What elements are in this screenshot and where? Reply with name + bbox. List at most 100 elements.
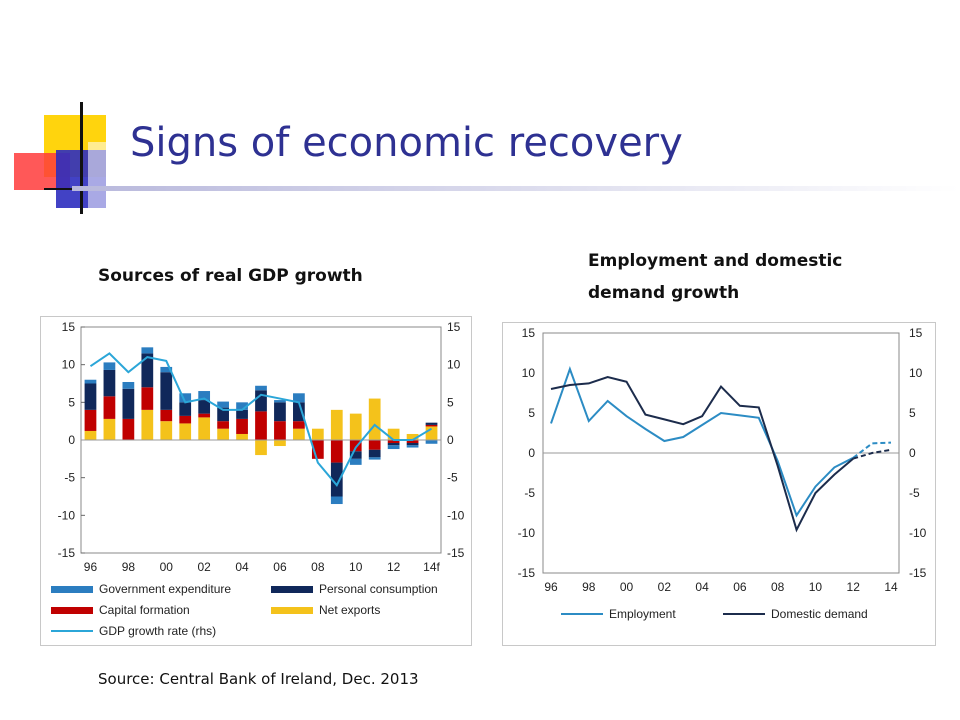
- y-tick-label-right: 5: [909, 406, 916, 420]
- bar-capital: [84, 409, 97, 431]
- y-tick-label-left: -5: [524, 486, 535, 500]
- domestic-demand-forecast-line: [852, 448, 892, 460]
- y-tick-label-left: 10: [522, 366, 536, 380]
- y-tick-label-left: 5: [68, 395, 75, 409]
- y-tick-label-right: -15: [447, 546, 465, 560]
- bar-personal: [198, 400, 211, 414]
- x-tick-label: 14: [884, 580, 898, 594]
- left-chart-title: Sources of real GDP growth: [98, 266, 363, 286]
- bar-net-exports: [311, 428, 324, 440]
- bar-personal: [103, 369, 116, 397]
- bar-government: [387, 445, 400, 450]
- bar-government: [84, 379, 97, 384]
- bar-personal: [293, 402, 305, 422]
- y-tick-label-right: 15: [447, 320, 461, 334]
- x-tick-label: 98: [582, 580, 596, 594]
- bar-net-exports: [179, 423, 192, 440]
- legend-label: Employment: [609, 607, 676, 621]
- legend-swatch: [271, 607, 313, 614]
- bar-personal: [274, 402, 286, 422]
- legend-label: Net exports: [319, 603, 380, 617]
- x-tick-label: 96: [544, 580, 558, 594]
- y-tick-label-right: -15: [909, 566, 927, 580]
- bar-personal: [141, 353, 154, 388]
- y-tick-label-right: 0: [909, 446, 916, 460]
- bar-capital: [217, 421, 229, 429]
- bar-net-exports: [217, 428, 229, 440]
- bar-capital: [425, 424, 438, 427]
- y-tick-label-right: -5: [909, 486, 920, 500]
- bar-government: [349, 458, 362, 465]
- y-tick-label-left: 15: [522, 326, 536, 340]
- gdp-sources-chart-panel: 15 10 5 0 -5 -10 -15 15 10 5 0 -5 -10 -15 96 98 00 02 04 06…: [40, 316, 472, 646]
- x-tick-label: 00: [160, 560, 174, 574]
- x-tick-label: 02: [197, 560, 211, 574]
- bar-government: [425, 440, 438, 444]
- bar-personal: [179, 402, 192, 416]
- legend-label: Government expenditure: [99, 582, 231, 596]
- bar-capital: [330, 440, 343, 463]
- bar-government: [198, 391, 211, 401]
- x-tick-label: 96: [84, 560, 98, 574]
- bar-government: [368, 457, 381, 460]
- right-chart-title: Employment and domestic demand growth: [588, 251, 843, 303]
- y-tick-label-left: -5: [64, 471, 75, 485]
- y-tick-label-right: -10: [909, 526, 927, 540]
- bar-personal: [160, 372, 173, 410]
- bar-government: [217, 401, 229, 408]
- x-tick-label: 08: [771, 580, 785, 594]
- x-tick-label: 14f: [423, 560, 440, 574]
- y-tick-label-left: -10: [58, 508, 76, 522]
- y-tick-label-left: 10: [62, 358, 76, 372]
- title-underline: [72, 186, 960, 191]
- bar-government: [179, 393, 192, 403]
- y-tick-label-right: -10: [447, 508, 465, 522]
- bar-net-exports: [160, 421, 173, 440]
- bar-net-exports: [236, 433, 248, 440]
- bar-capital: [160, 409, 173, 422]
- bar-personal: [349, 451, 362, 459]
- x-tick-label: 00: [620, 580, 634, 594]
- bar-capital: [293, 421, 305, 429]
- bar-net-exports: [103, 418, 116, 440]
- bar-government: [141, 347, 154, 354]
- bar-government: [406, 445, 419, 448]
- bar-net-exports: [425, 426, 438, 440]
- bar-government: [160, 366, 173, 373]
- legend-label: Capital formation: [99, 603, 190, 617]
- y-tick-label-left: -10: [518, 526, 536, 540]
- bar-personal: [406, 443, 419, 446]
- bar-personal: [387, 443, 400, 446]
- x-tick-label: 06: [273, 560, 287, 574]
- y-tick-label-left: 0: [528, 446, 535, 460]
- x-tick-label: 98: [122, 560, 136, 574]
- bar-net-exports: [198, 417, 211, 440]
- employment-forecast-line: [852, 441, 892, 459]
- bar-personal: [122, 388, 135, 419]
- title-decoration: [14, 102, 140, 214]
- y-tick-label-right: 10: [909, 366, 923, 380]
- bar-net-exports: [330, 409, 343, 440]
- gdp-sources-chart: 15 10 5 0 -5 -10 -15 15 10 5 0 -5 -10 -15 96 98 00 02 04 06…: [51, 320, 465, 638]
- source-note: Source: Central Bank of Ireland, Dec. 20…: [98, 670, 419, 688]
- bar-personal: [236, 409, 248, 419]
- bar-government: [293, 393, 305, 403]
- bar-government: [255, 385, 267, 391]
- y-tick-label-right: 5: [447, 395, 454, 409]
- bar-net-exports: [293, 428, 305, 440]
- x-tick-label: 06: [733, 580, 747, 594]
- y-tick-label-right: 0: [447, 433, 454, 447]
- bar-net-exports: [274, 440, 286, 447]
- legend-swatch: [51, 586, 93, 593]
- bar-net-exports: [406, 433, 419, 440]
- bar-personal: [330, 462, 343, 497]
- bar-personal: [255, 390, 267, 412]
- bar-government: [330, 496, 343, 505]
- bar-personal: [368, 449, 381, 458]
- bar-personal: [425, 422, 438, 425]
- bar-government: [274, 400, 286, 403]
- legend-label: Domestic demand: [771, 607, 868, 621]
- bar-capital: [198, 413, 211, 418]
- y-tick-label-right: -5: [447, 471, 458, 485]
- bar-capital: [255, 411, 267, 440]
